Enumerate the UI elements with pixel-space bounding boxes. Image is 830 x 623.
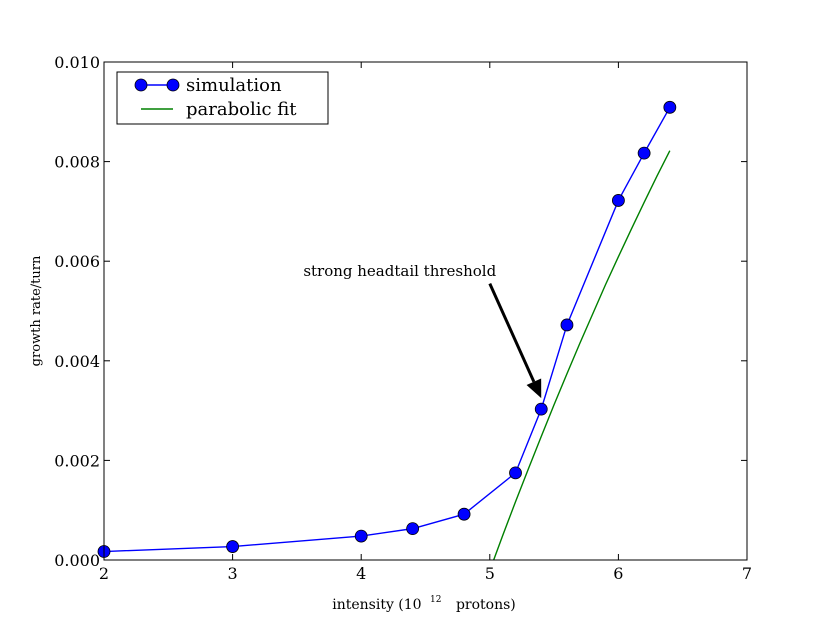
y-tick-label: 0.008	[54, 153, 100, 172]
tick-layer: 2 3 4 5 6 7 0.000 0.002 0.004 0.006 0.008 0.010	[54, 53, 752, 583]
series-simulation-point	[534, 402, 548, 416]
x-axis-label-base: intensity (10	[332, 597, 421, 613]
legend-parabolic-fit-label: parabolic fit	[186, 99, 297, 120]
y-tick-label: 0.002	[54, 451, 100, 470]
y-axis-label: growth rate/turn	[29, 255, 44, 366]
series-simulation-point	[406, 522, 420, 536]
x-tick-label: 4	[356, 564, 366, 583]
legend: simulation parabolic fit	[116, 71, 329, 125]
series-simulation-point	[560, 318, 574, 332]
x-tick-label: 3	[228, 564, 238, 583]
series-simulation-point	[509, 466, 522, 480]
x-axis-label-exponent: 12	[430, 595, 441, 605]
x-tick-label: 5	[485, 564, 495, 583]
plot-frame	[103, 61, 748, 561]
series-simulation-point	[637, 146, 651, 160]
x-tick-label: 7	[742, 564, 752, 583]
series-parabolic-fit-line	[493, 150, 671, 561]
y-tick-label: 0.006	[54, 252, 100, 271]
legend-simulation-marker-right	[166, 78, 180, 92]
annotation-arrow-shaft	[488, 282, 536, 383]
legend-simulation-label: simulation	[186, 75, 282, 96]
x-tick-label: 2	[99, 564, 109, 583]
annotation-label: strong headtail threshold	[303, 262, 496, 280]
x-axis-label-suffix: protons)	[456, 597, 516, 613]
series-simulation-point	[663, 100, 677, 114]
x-axis-label: intensity (10 12 protons)	[332, 590, 516, 613]
y-tick-label: 0.004	[54, 352, 100, 371]
series-simulation-point	[612, 194, 625, 207]
series-simulation-point	[226, 540, 240, 553]
x-tick-label: 6	[613, 564, 623, 583]
series-simulation-point	[457, 507, 471, 521]
annotation-layer: strong headtail threshold	[303, 262, 542, 399]
legend-box	[116, 71, 329, 125]
y-tick-label: 0.010	[54, 53, 100, 72]
legend-simulation-marker-left	[134, 78, 148, 92]
y-tick-label: 0.000	[54, 551, 100, 570]
series-simulation-point	[354, 529, 368, 543]
annotation-arrow-head	[526, 378, 542, 399]
